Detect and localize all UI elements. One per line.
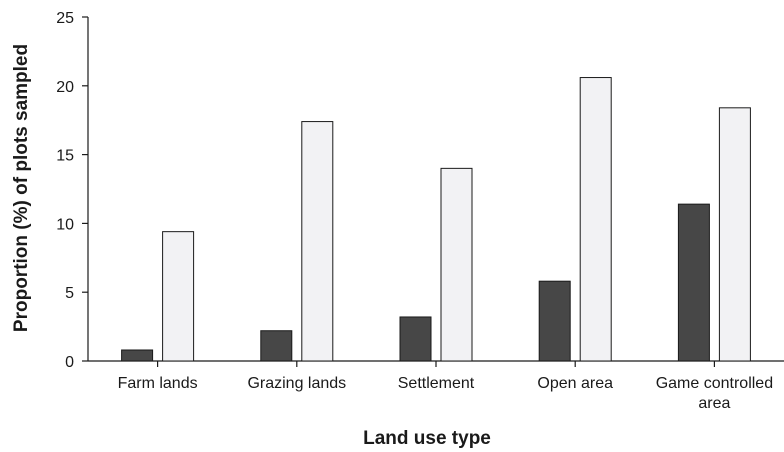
bar-series-1: [538, 280, 571, 362]
y-axis: 0 5 10 15 20 25: [56, 10, 89, 371]
bar-series-1: [260, 330, 293, 362]
bar-series-1: [399, 316, 432, 362]
x-tick-label: Grazing lands: [247, 375, 346, 392]
bar-series-2: [301, 121, 334, 362]
x-tick-label: Farm lands: [118, 375, 198, 392]
y-tick-label: 5: [65, 285, 74, 302]
y-tick-label: 15: [56, 148, 74, 165]
bar-series-2: [162, 231, 195, 362]
bars: [121, 77, 751, 362]
x-axis-title: Land use type: [363, 428, 491, 449]
x-tick-label: Settlement: [398, 375, 475, 392]
y-axis-title: Proportion (%) of plots sampled: [11, 44, 32, 332]
bar-series-2: [440, 167, 473, 362]
bar-series-2: [718, 107, 751, 362]
y-tick-label: 25: [56, 10, 74, 27]
y-tick-label: 10: [56, 216, 74, 233]
bar-series-2: [579, 77, 612, 362]
x-tick-label: Game controlled area: [656, 375, 773, 412]
x-tick-label-line: Settlement: [398, 375, 475, 392]
x-tick-label-line: Open area: [537, 375, 613, 392]
x-tick-label-line: area: [698, 395, 730, 412]
bar-series-1: [677, 203, 710, 362]
x-tick-label: Open area: [537, 375, 613, 392]
bar-series-1: [121, 349, 154, 362]
x-tick-label-line: Game controlled: [656, 375, 773, 392]
x-tick-label-line: Grazing lands: [247, 375, 346, 392]
x-axis: Farm lands Grazing lands Settlement Open ar…: [88, 360, 784, 412]
y-tick-label: 20: [56, 79, 74, 96]
x-tick-label-line: Farm lands: [118, 375, 198, 392]
y-tick-label: 0: [65, 354, 74, 371]
